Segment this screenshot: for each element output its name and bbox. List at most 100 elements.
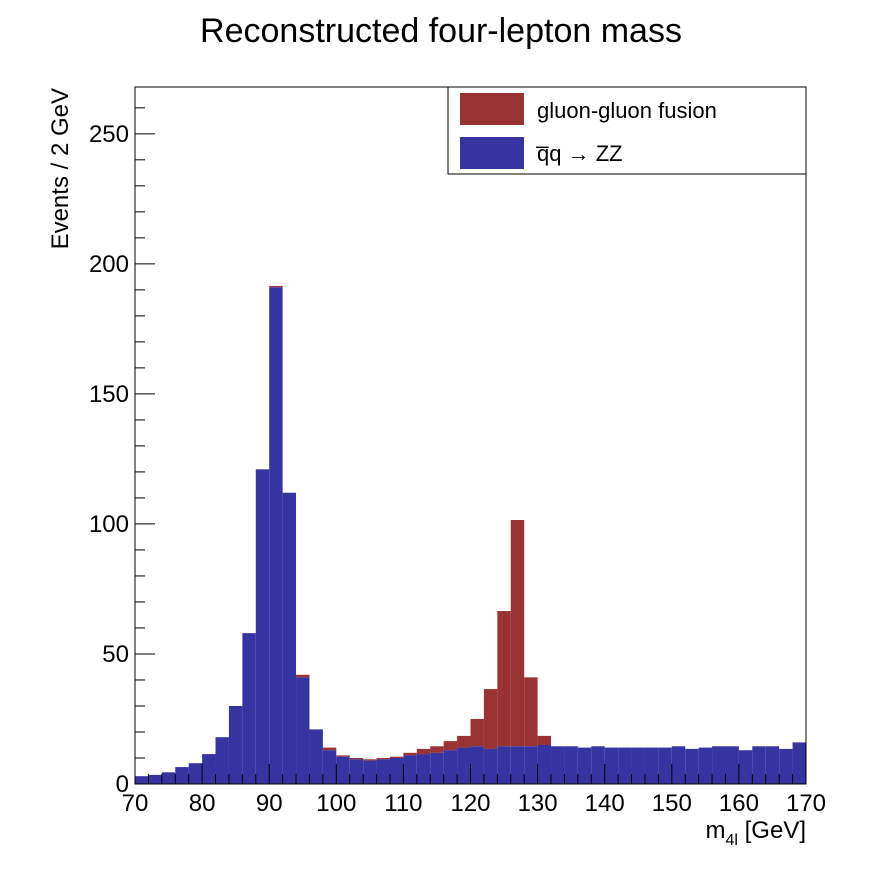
y-tick-label: 150: [89, 381, 129, 408]
bar-qqzz: [524, 746, 538, 784]
legend: gluon-gluon fusion q̅q → ZZ: [447, 86, 807, 175]
x-axis-label-sub: 4l: [726, 832, 738, 849]
bar-ggf: [363, 759, 377, 761]
axes-group: 70 80 90 100 110 120 130 140 150 160 170 0 50 100 150 2…: [89, 107, 826, 817]
bar-qqzz: [779, 748, 793, 784]
bar-ggf: [483, 689, 498, 749]
bar-qqzz: [685, 748, 699, 784]
bar-qqzz: [322, 750, 337, 784]
bar-ggf: [470, 718, 484, 747]
bar-qqzz: [376, 759, 390, 784]
bar-qqzz: [725, 746, 739, 784]
bar-qqzz: [712, 746, 726, 784]
bar-qqzz: [658, 747, 672, 784]
legend-swatch-ggf: [460, 93, 524, 125]
x-axis-label-main: m: [706, 817, 726, 844]
bar-qqzz: [242, 633, 256, 784]
bar-ggf: [296, 674, 310, 678]
bar-qqzz: [309, 729, 323, 784]
bars-group: [135, 285, 806, 784]
bar-ggf: [443, 741, 458, 751]
bar-ggf: [537, 735, 552, 745]
bar-qqzz: [671, 746, 686, 784]
x-tick-label: 140: [585, 790, 625, 817]
bar-ggf: [457, 735, 471, 748]
bar-qqzz: [269, 287, 283, 784]
bar-qqzz: [738, 750, 753, 784]
y-axis-label: Events / 2 GeV: [47, 88, 74, 249]
bar-qqzz: [752, 746, 766, 784]
bar-ggf: [497, 611, 511, 747]
bar-qqzz: [228, 705, 243, 784]
bar-qqzz: [389, 757, 404, 784]
bar-qqzz: [255, 469, 270, 784]
bar-qqzz: [135, 776, 149, 784]
bar-qqzz: [604, 747, 619, 784]
bar-qqzz: [564, 746, 578, 784]
bar-ggf: [336, 755, 350, 757]
bar-ggf: [403, 752, 417, 756]
chart-title: Reconstructed four-lepton mass: [200, 12, 682, 50]
bar-ggf: [349, 757, 364, 760]
x-tick-label: 80: [189, 790, 216, 817]
bar-qqzz: [618, 747, 632, 784]
x-axis-label-unit: [GeV]: [738, 817, 806, 844]
bar-qqzz: [202, 754, 216, 784]
bar-qqzz: [497, 746, 511, 784]
x-tick-label: 70: [122, 790, 149, 817]
legend-label-qqzz: q̅q → ZZ: [535, 141, 622, 166]
bar-qqzz: [363, 760, 377, 784]
plot-frame: [134, 86, 807, 785]
legend-swatch-qqzz: [460, 137, 524, 169]
x-tick-label: 120: [450, 790, 490, 817]
x-axis-label: m4l [GeV]: [706, 817, 806, 849]
bar-qqzz: [349, 759, 364, 784]
bar-qqzz: [282, 492, 297, 784]
bar-qqzz: [631, 747, 645, 784]
x-tick-label: 130: [518, 790, 558, 817]
y-tick-label: 0: [116, 771, 129, 798]
bar-ggf: [389, 756, 404, 758]
legend-label-ggf: gluon-gluon fusion: [537, 98, 717, 123]
bar-qqzz: [416, 754, 431, 784]
x-tick-label: 160: [719, 790, 759, 817]
bar-qqzz: [537, 744, 552, 784]
x-tick-label: 90: [256, 790, 283, 817]
bar-qqzz: [470, 746, 484, 784]
x-tick-label: 110: [384, 790, 422, 817]
bar-qqzz: [148, 774, 162, 784]
x-tick-label: 170: [786, 790, 826, 817]
bar-qqzz: [403, 755, 417, 784]
x-tick-label: 150: [652, 790, 692, 817]
bar-ggf: [322, 747, 337, 751]
bar-ggf: [269, 285, 283, 288]
bar-qqzz: [551, 746, 565, 784]
bar-qqzz: [443, 750, 458, 784]
bar-qqzz: [765, 746, 780, 784]
bar-qqzz: [591, 746, 605, 784]
bar-qqzz: [698, 747, 713, 784]
bar-ggf: [510, 520, 525, 747]
x-tick-label: 100: [316, 790, 356, 817]
bar-ggf: [524, 677, 538, 747]
y-tick-label: 250: [89, 121, 129, 148]
y-tick-label: 50: [102, 641, 129, 668]
bar-qqzz: [457, 747, 471, 784]
bar-ggf: [416, 748, 431, 755]
y-tick-label: 200: [89, 251, 129, 278]
bar-qqzz: [792, 742, 806, 784]
bar-qqzz: [336, 756, 350, 784]
bar-qqzz: [510, 746, 525, 784]
y-tick-label: 100: [89, 511, 129, 538]
bar-qqzz: [161, 772, 176, 784]
bar-qqzz: [296, 677, 310, 784]
bar-qqzz: [215, 737, 229, 784]
bar-qqzz: [577, 747, 592, 784]
bar-qqzz: [430, 752, 444, 784]
bar-ggf: [376, 757, 390, 760]
bar-ggf: [430, 746, 444, 753]
bar-qqzz: [483, 748, 498, 784]
bar-qqzz: [175, 767, 189, 784]
bar-qqzz: [188, 763, 203, 784]
